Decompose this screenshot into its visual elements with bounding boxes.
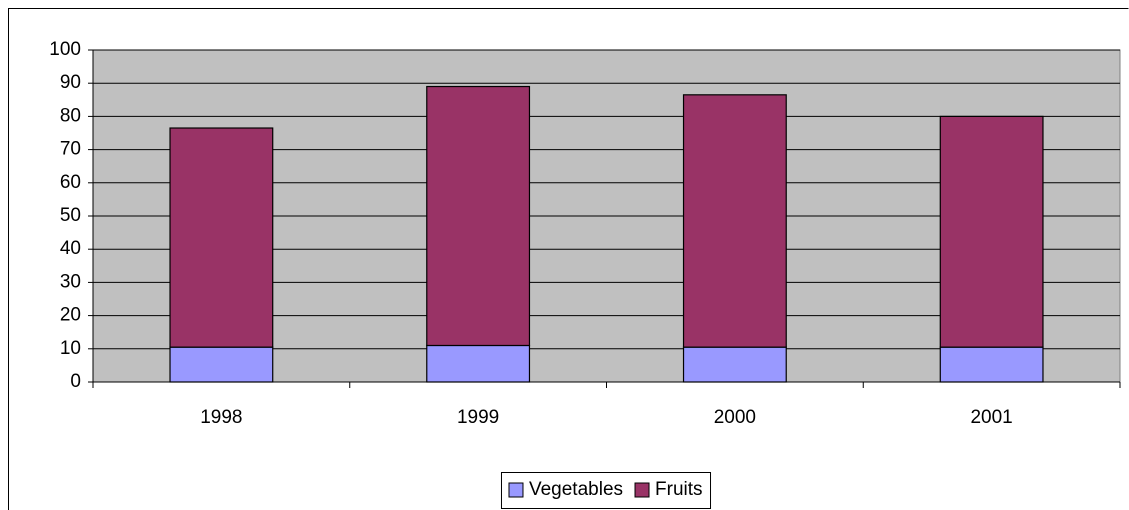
bar	[426, 85, 531, 347]
bar	[939, 346, 1044, 383]
legend-swatch	[508, 482, 524, 498]
y-tick-label: 80	[60, 105, 81, 126]
y-tick-label: 30	[60, 271, 81, 292]
y-tick-label: 10	[60, 338, 81, 359]
bar	[682, 94, 787, 348]
y-tick-label: 100	[49, 39, 81, 60]
y-tick-label: 90	[60, 72, 81, 93]
y-tick-label: 20	[60, 305, 81, 326]
x-tick-label: 1998	[200, 407, 242, 428]
bar	[682, 346, 787, 383]
x-tick-label: 2001	[970, 407, 1012, 428]
y-tick-label: 70	[60, 139, 81, 160]
legend-label: Fruits	[655, 479, 703, 500]
chart-border	[8, 8, 1129, 510]
x-tick-label: 2000	[714, 407, 756, 428]
legend-label: Vegetables	[529, 479, 623, 500]
bar	[426, 344, 531, 383]
legend	[500, 472, 712, 509]
legend-swatch	[634, 482, 650, 498]
y-tick-label: 50	[60, 205, 81, 226]
bar	[169, 346, 274, 383]
y-tick-label: 60	[60, 172, 81, 193]
x-tick-label: 1999	[457, 407, 499, 428]
y-tick-label: 0	[70, 371, 81, 392]
y-tick-label: 40	[60, 238, 81, 259]
bar	[169, 127, 274, 348]
bar	[939, 115, 1044, 348]
